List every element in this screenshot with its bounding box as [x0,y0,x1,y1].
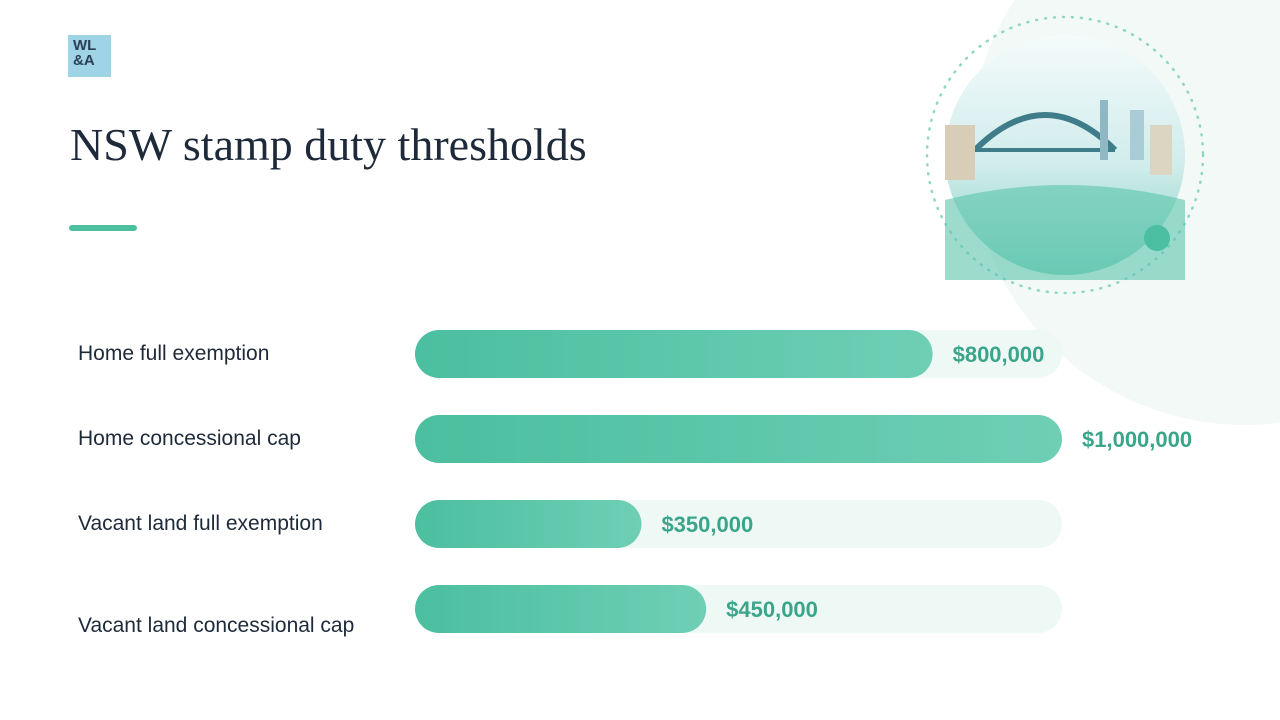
logo-text: &A [73,52,95,69]
value-label: $800,000 [953,342,1045,367]
category-label: Vacant land concessional cap [78,614,355,637]
illustration [945,35,1185,280]
decor-dot [1144,225,1170,251]
bar [415,500,642,548]
chart-title: NSW stamp duty thresholds [70,119,587,170]
decor-ring [925,15,1205,295]
category-label: Home full exemption [78,342,270,365]
title-accent [69,225,137,231]
value-label: $1,000,000 [1082,427,1192,452]
bar [415,330,933,378]
value-label: $450,000 [726,597,818,622]
bar [415,415,1062,463]
bar [415,585,707,633]
value-label: $350,000 [661,512,753,537]
category-label: Home concessional cap [78,427,301,450]
logo-text: WL [73,37,97,54]
category-label: Vacant land full exemption [78,512,323,535]
logo: WL &A [68,35,111,77]
